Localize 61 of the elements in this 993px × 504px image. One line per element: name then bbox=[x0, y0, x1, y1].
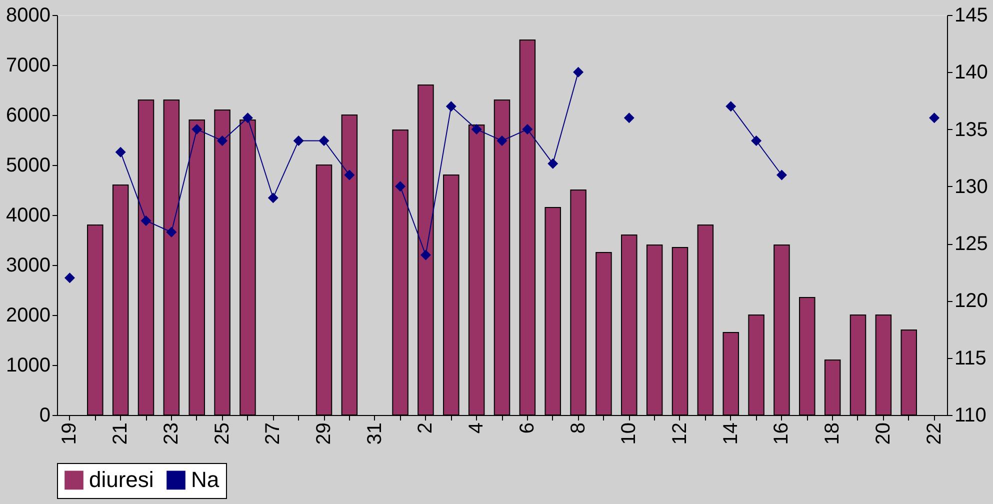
y2-tick-label: 125 bbox=[954, 233, 988, 256]
point bbox=[115, 146, 126, 158]
x-tick-label: 21 bbox=[110, 422, 132, 445]
x-tick-label: 16 bbox=[770, 422, 793, 445]
point bbox=[929, 112, 940, 124]
x-tick-label: 25 bbox=[211, 422, 234, 445]
point bbox=[344, 170, 355, 180]
point bbox=[166, 226, 177, 238]
x-tick-label: 31 bbox=[364, 422, 386, 445]
point bbox=[522, 124, 533, 135]
x-tick-label: 2 bbox=[414, 422, 437, 434]
x-tick-label: 4 bbox=[466, 422, 488, 434]
point bbox=[268, 192, 278, 204]
y-tick-label: 8000 bbox=[6, 4, 50, 26]
point bbox=[446, 101, 456, 112]
point bbox=[64, 272, 75, 284]
point bbox=[573, 66, 584, 78]
point bbox=[471, 124, 482, 135]
point bbox=[776, 170, 787, 180]
x-tick-label: 27 bbox=[262, 422, 284, 445]
point bbox=[318, 135, 330, 146]
point bbox=[420, 250, 431, 260]
x-tick-label: 12 bbox=[669, 422, 691, 445]
x-tick-label: 29 bbox=[313, 422, 335, 445]
x-tick-label: 6 bbox=[516, 422, 538, 434]
y2-tick-label: 120 bbox=[954, 290, 988, 312]
y-tick-label: 2000 bbox=[6, 304, 50, 326]
y-tick-label: 5000 bbox=[6, 154, 50, 176]
point bbox=[624, 112, 634, 124]
y2-tick-label: 145 bbox=[954, 4, 988, 26]
y2-tick-label: 115 bbox=[954, 347, 986, 370]
point bbox=[192, 124, 202, 135]
y2-tick-label: 110 bbox=[954, 404, 986, 426]
x-tick-label: 23 bbox=[160, 422, 182, 445]
y-tick-label: 7000 bbox=[6, 54, 50, 76]
y2-tick-label: 135 bbox=[954, 118, 988, 141]
y-tick-label: 1000 bbox=[6, 354, 50, 376]
point bbox=[217, 135, 228, 146]
x-tick-label: 14 bbox=[720, 422, 742, 445]
y-tick-label: 4000 bbox=[6, 204, 50, 226]
x-tick-label: 18 bbox=[822, 422, 844, 445]
x-tick-label: 8 bbox=[567, 422, 590, 434]
legend-label: diuresi bbox=[89, 467, 154, 492]
y-tick-label: 0 bbox=[39, 404, 50, 426]
x-tick-label: 20 bbox=[872, 422, 894, 445]
point bbox=[751, 135, 762, 146]
legend-label: Na bbox=[191, 467, 220, 492]
y-tick-label: 6000 bbox=[6, 104, 50, 126]
x-tick-label: 10 bbox=[618, 422, 640, 445]
point bbox=[293, 135, 304, 146]
point bbox=[496, 135, 508, 146]
point bbox=[242, 112, 253, 124]
y-tick-label: 3000 bbox=[6, 254, 50, 276]
point bbox=[548, 158, 558, 169]
point bbox=[140, 215, 152, 226]
y2-tick-label: 130 bbox=[954, 176, 988, 198]
x-tick-label: 19 bbox=[58, 422, 81, 445]
point bbox=[395, 181, 406, 192]
x-tick-label: 22 bbox=[923, 422, 946, 445]
point bbox=[726, 101, 736, 112]
y2-tick-label: 140 bbox=[954, 62, 988, 84]
